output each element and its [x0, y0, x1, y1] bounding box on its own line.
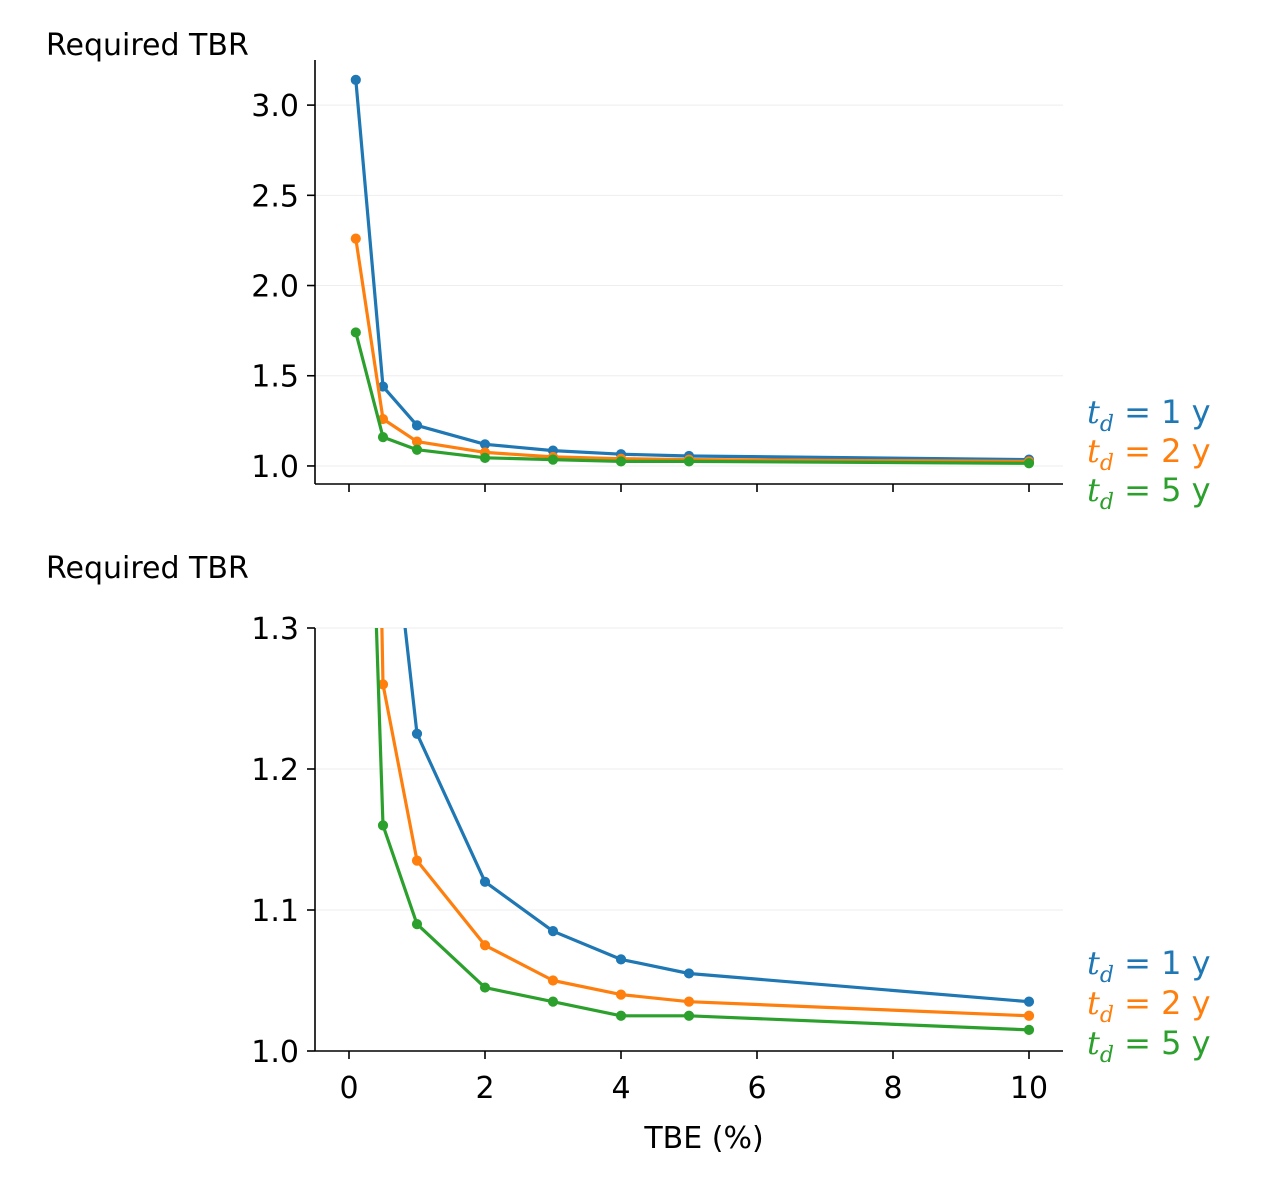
x-tick-label: 8	[883, 1071, 902, 1106]
series-line	[380, 628, 1031, 1018]
legend-entry: td = 2 y	[1087, 432, 1211, 476]
y-tick-label: 3.0	[251, 89, 299, 124]
data-point	[683, 456, 695, 467]
data-point	[1023, 1010, 1035, 1021]
x-tick-label: 6	[747, 1071, 766, 1106]
legend-entry: td = 1 y	[1087, 944, 1211, 988]
data-point	[1023, 1024, 1035, 1035]
y-tick-label: 1.2	[251, 753, 299, 788]
data-point	[1023, 996, 1035, 1007]
series-line	[354, 330, 1031, 465]
data-point	[479, 982, 491, 993]
data-point	[479, 940, 491, 951]
y-tick-label: 1.1	[251, 894, 299, 929]
data-point	[350, 74, 361, 85]
x-tick-label: 2	[475, 1071, 494, 1106]
y-tick-label: 1.0	[251, 1035, 299, 1070]
x-axis-label: TBE (%)	[643, 1121, 763, 1156]
data-point	[615, 954, 627, 965]
data-point	[615, 1010, 627, 1021]
series-line	[403, 628, 1031, 1004]
data-point	[547, 996, 559, 1007]
data-point	[411, 444, 423, 455]
data-point	[547, 926, 559, 937]
y-tick-label: 1.0	[251, 450, 299, 485]
data-point	[350, 327, 361, 338]
legend-entry: td = 1 y	[1087, 393, 1211, 437]
y-tick-label: 2.0	[251, 270, 299, 305]
legend-entry: td = 2 y	[1087, 984, 1211, 1028]
data-point	[479, 452, 491, 463]
data-point	[411, 420, 423, 431]
data-point	[615, 989, 627, 1000]
bottom-panel: 1.0 1.1 1.2 1.3 0 2 4 6 8 10 Required TBR TBE (%) td…	[46, 551, 1211, 1156]
data-point	[683, 968, 695, 979]
data-point	[683, 1010, 695, 1021]
data-point	[615, 456, 627, 467]
data-point	[479, 876, 491, 887]
x-tick-label: 0	[339, 1071, 358, 1106]
data-point	[411, 919, 423, 930]
y-tick-label: 2.5	[251, 179, 299, 214]
data-point	[411, 728, 423, 739]
data-point	[547, 975, 559, 986]
x-tick-label: 10	[1010, 1071, 1048, 1106]
legend-entry: td = 5 y	[1087, 1024, 1211, 1068]
y-axis-label: Required TBR	[46, 28, 249, 63]
series-line	[354, 237, 1031, 463]
data-point	[1023, 458, 1035, 469]
x-tick-label: 4	[611, 1071, 630, 1106]
data-point	[350, 233, 361, 244]
data-point	[377, 820, 389, 831]
data-point	[683, 996, 695, 1007]
y-axis-label: Required TBR	[46, 551, 249, 586]
data-point	[377, 431, 389, 443]
legend-entry: td = 5 y	[1087, 471, 1211, 515]
series-line	[374, 628, 1031, 1032]
data-point	[547, 454, 559, 465]
y-tick-label: 1.3	[251, 612, 299, 647]
data-point	[411, 855, 423, 866]
y-tick-label: 1.5	[251, 360, 299, 395]
series-line	[354, 78, 1031, 462]
